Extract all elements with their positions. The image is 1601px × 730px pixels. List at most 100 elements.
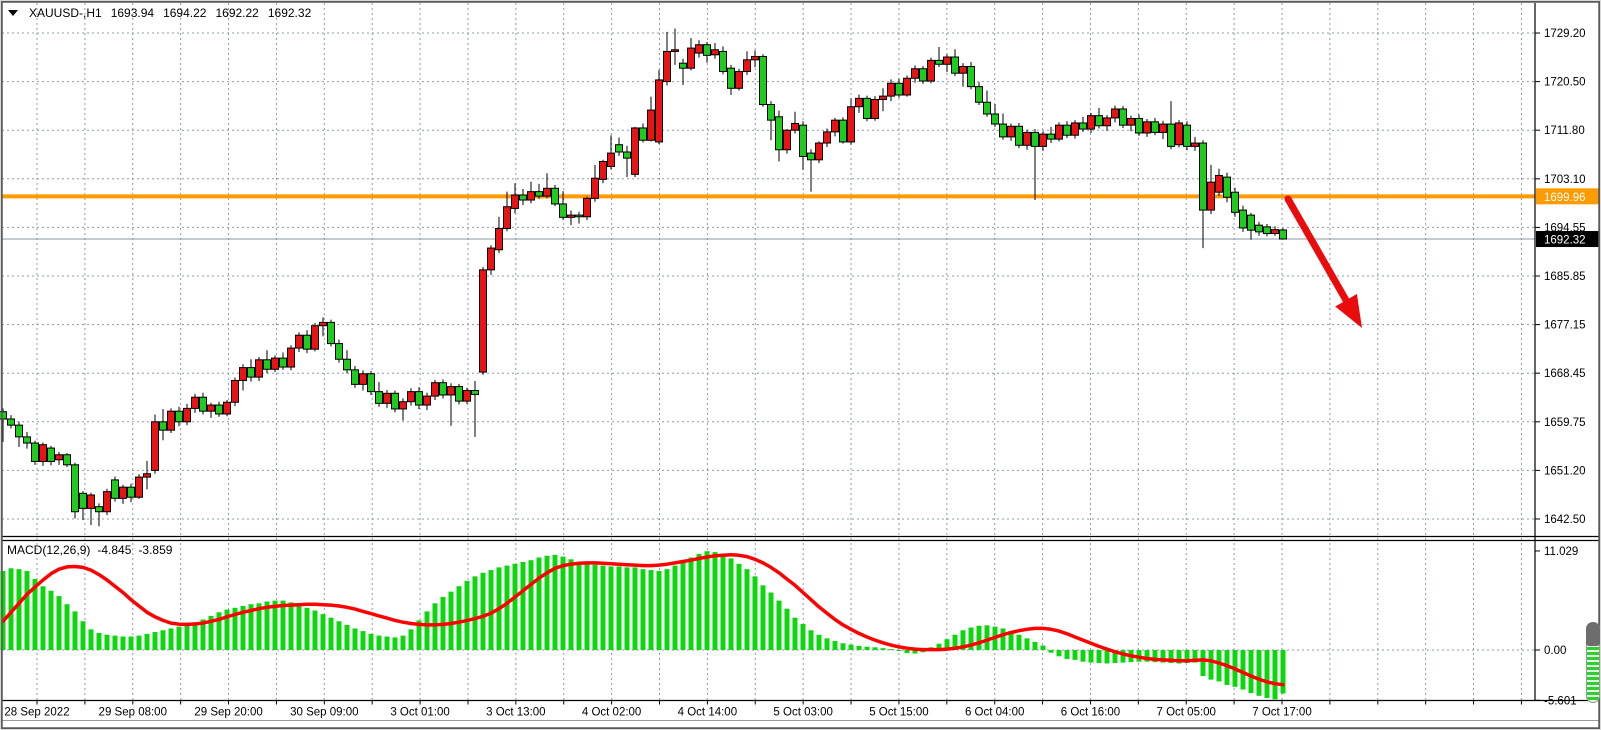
macd-histogram-bar <box>1152 650 1158 663</box>
candle <box>0 411 7 420</box>
arrow-annotation[interactable] <box>1284 195 1362 328</box>
macd-histogram-bar <box>456 586 462 650</box>
candle <box>23 436 31 444</box>
candle <box>583 197 591 218</box>
candle <box>783 129 791 151</box>
macd-histogram-bar <box>696 553 702 650</box>
macd-histogram-bar <box>776 600 782 650</box>
macd-histogram-bar <box>736 563 742 650</box>
macd-histogram-bar <box>88 629 94 650</box>
macd-histogram-bar <box>840 643 846 650</box>
candle <box>567 214 575 218</box>
macd-histogram-bar <box>608 566 614 650</box>
candle <box>887 82 895 97</box>
candle <box>591 177 599 199</box>
price-tick-label: 1729.20 <box>1544 28 1586 40</box>
macd-histogram-bar <box>600 565 606 650</box>
macd-histogram-bar <box>448 591 454 650</box>
macd-histogram-bar <box>320 614 326 650</box>
macd-histogram-bar <box>624 567 630 650</box>
macd-histogram-bar <box>1216 650 1222 682</box>
macd-histogram-bar <box>704 551 710 650</box>
macd-histogram-bar <box>1072 650 1078 660</box>
macd-histogram-bar <box>160 630 166 650</box>
macd-histogram-bar <box>808 630 814 650</box>
candle <box>71 464 79 513</box>
candle <box>1223 176 1231 198</box>
candle <box>287 347 295 368</box>
candle <box>967 66 975 88</box>
candle <box>327 321 335 345</box>
candle <box>535 191 543 197</box>
candle <box>1007 125 1015 138</box>
price-tick-label: 1711.80 <box>1544 125 1585 137</box>
macd-histogram-bar <box>200 619 206 650</box>
macd-histogram-bar <box>1240 650 1246 690</box>
scroll-indicator-cap[interactable] <box>1586 622 1600 646</box>
candle <box>223 401 231 415</box>
candle <box>1079 122 1087 130</box>
candle <box>935 59 943 65</box>
macd-histogram-bar <box>32 579 38 650</box>
macd-histogram-bar <box>1272 650 1278 700</box>
candle <box>255 359 263 378</box>
candle <box>983 101 991 115</box>
macd-histogram-bar <box>872 647 878 650</box>
macd-histogram-bar <box>640 569 646 650</box>
candle <box>927 59 935 82</box>
price-axis[interactable]: 1729.201720.501711.801703.101694.551685.… <box>1534 3 1599 707</box>
candle <box>159 421 167 431</box>
macd-histogram-bar <box>752 576 758 650</box>
candle <box>831 119 839 133</box>
macd-histogram-bar <box>520 561 526 650</box>
macd-histogram-bar <box>0 570 6 650</box>
candle <box>767 104 775 121</box>
candle <box>415 391 423 406</box>
macd-histogram-bar <box>16 569 22 650</box>
candle <box>807 152 815 161</box>
macd-histogram-bar <box>72 611 78 650</box>
candle <box>1215 174 1223 193</box>
scroll-indicator[interactable] <box>1586 622 1600 703</box>
macd-histogram-bar <box>1144 650 1150 662</box>
macd-histogram-bar <box>984 625 990 650</box>
candle <box>135 476 143 498</box>
candle <box>815 142 823 161</box>
candle <box>1167 123 1175 147</box>
candle <box>639 127 647 141</box>
time-axis[interactable]: 28 Sep 2022 29 Sep 08:00 29 Sep 20:00 30 Se… <box>2 699 1599 719</box>
candle <box>719 50 727 73</box>
symbol-dropdown-icon[interactable] <box>8 10 18 16</box>
macd-histogram-bar <box>648 570 654 650</box>
candle <box>735 71 743 89</box>
macd-histogram-bar <box>312 610 318 650</box>
candle <box>1039 133 1047 147</box>
macd-histogram-bar <box>360 631 366 650</box>
candle <box>247 367 255 378</box>
candle <box>511 194 519 209</box>
candle <box>375 391 383 404</box>
macd-histogram-bar <box>688 557 694 650</box>
macd-histogram-bar <box>152 632 158 650</box>
macd-histogram-bar <box>240 605 246 650</box>
orange-price-badge-label: 1699.96 <box>1544 192 1586 204</box>
macd-histogram-bar <box>672 565 678 650</box>
candle <box>311 325 319 350</box>
macd-histogram-bar <box>1080 650 1086 662</box>
macd-histogram-bar <box>1000 628 1006 650</box>
candle <box>479 269 487 373</box>
candle <box>431 382 439 397</box>
macd-histogram-bar <box>216 612 222 650</box>
macd-histogram-bar <box>768 592 774 650</box>
macd-histogram-bar <box>1104 650 1110 664</box>
candle <box>1255 224 1263 233</box>
candle <box>1151 121 1159 133</box>
macd-histogram-bar <box>96 632 102 650</box>
macd-histogram-bar <box>552 554 558 650</box>
macd-histogram-bar <box>968 627 974 650</box>
macd-label: MACD(12,26,9) <box>7 543 91 557</box>
macd-histogram-bar <box>816 634 822 650</box>
macd-histogram-bar <box>664 569 670 650</box>
macd-histogram-bar <box>416 620 422 650</box>
